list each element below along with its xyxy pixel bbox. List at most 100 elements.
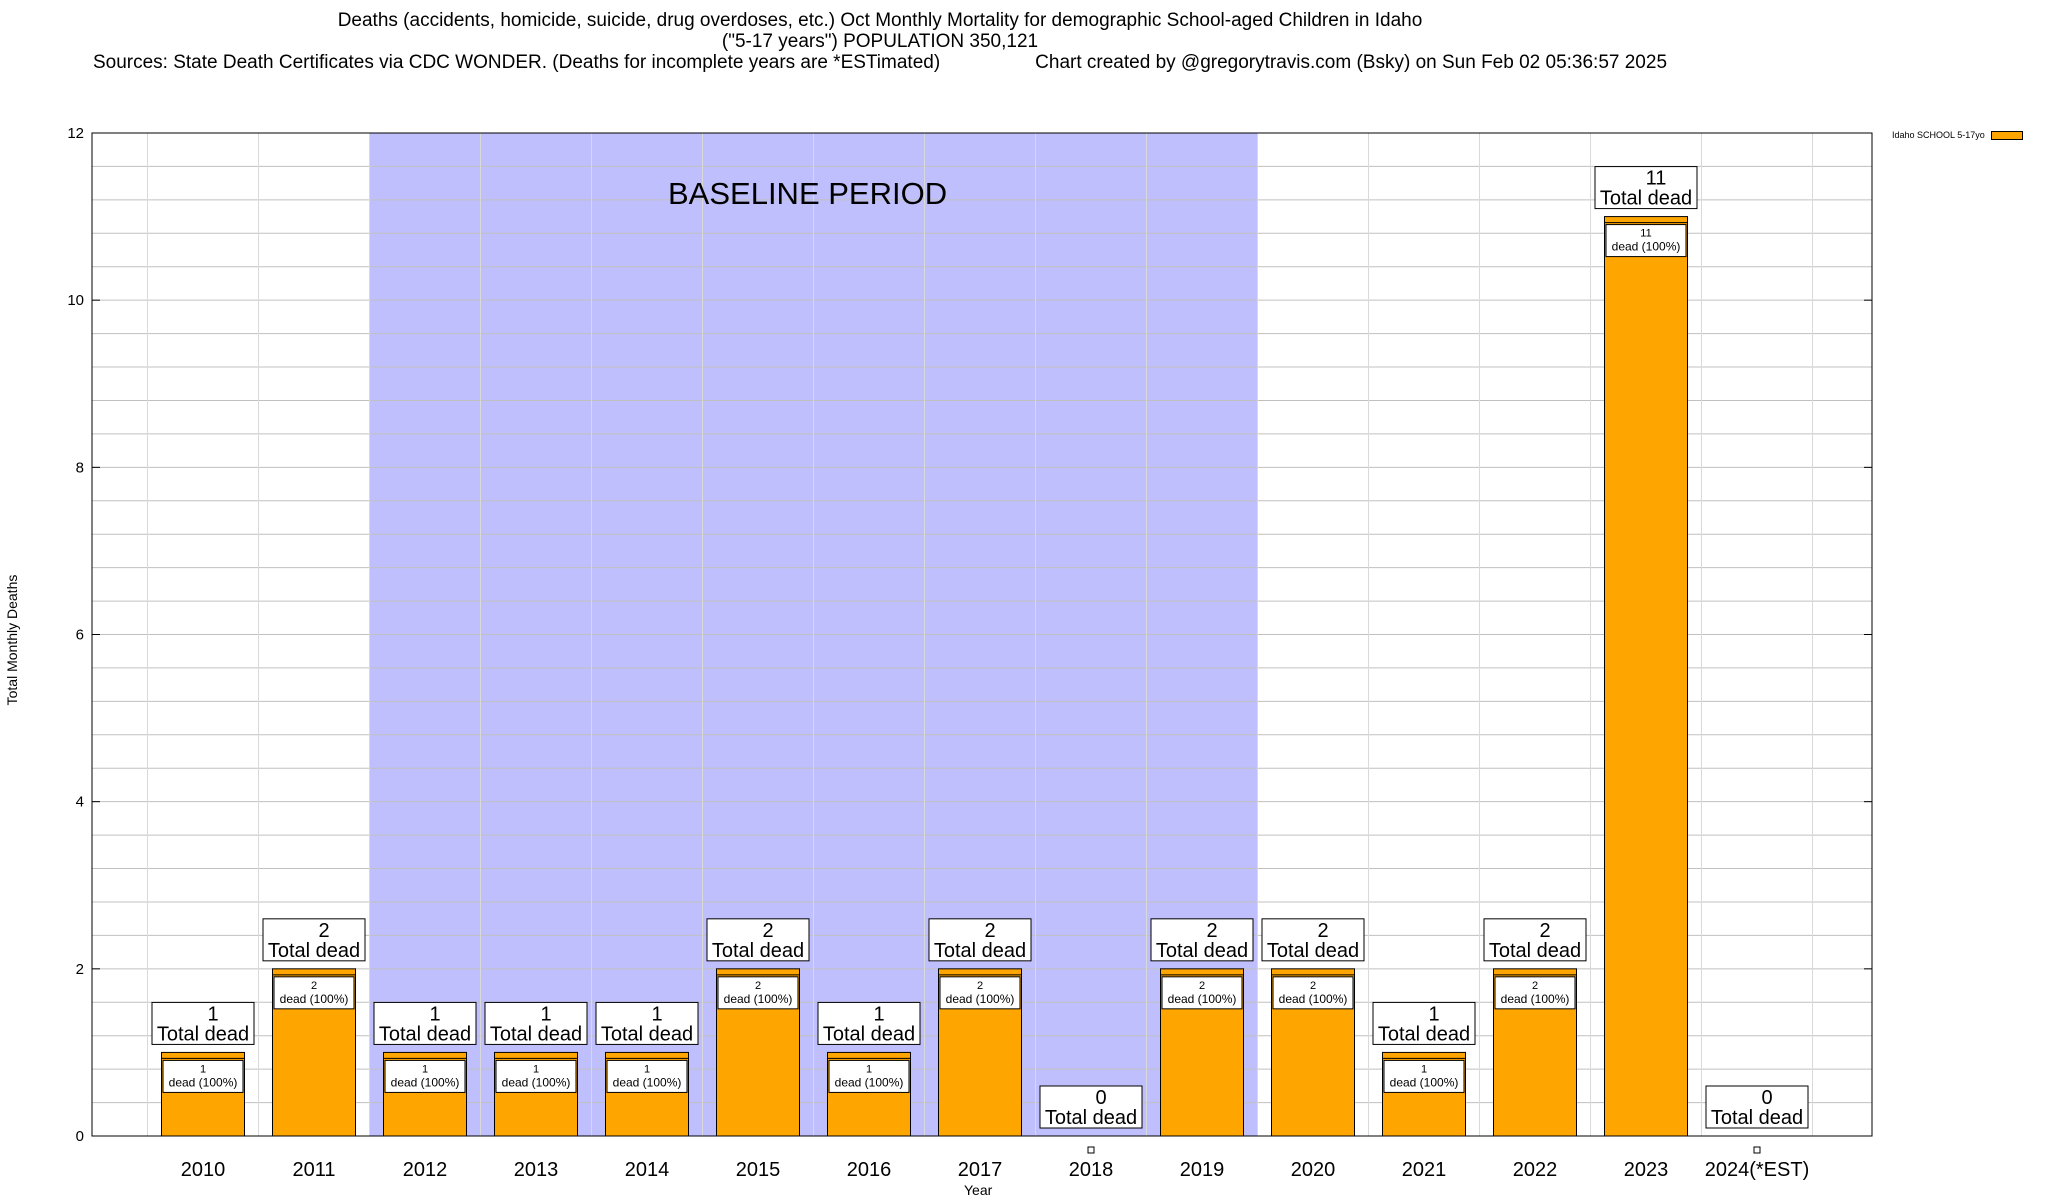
total-label-box bbox=[1483, 918, 1587, 962]
segment-label-box bbox=[1494, 976, 1576, 1010]
total-label-text: Total dead bbox=[601, 1023, 693, 1045]
segment-label-text: dead (100%) bbox=[280, 992, 349, 1006]
source-note: Sources: State Death Certificates via CD… bbox=[92, 52, 941, 73]
total-label-text: Total dead bbox=[1267, 940, 1359, 962]
total-label-value: 0 bbox=[1761, 1087, 1772, 1109]
x-tick-label: 2023 bbox=[1624, 1159, 1669, 1181]
zero-marker bbox=[1753, 1146, 1761, 1154]
x-tick-label: 2019 bbox=[1180, 1159, 1225, 1181]
total-label-box bbox=[1261, 918, 1365, 962]
y-axis-label: Total Monthly Deaths bbox=[4, 574, 20, 706]
total-label-value: 2 bbox=[1206, 920, 1217, 942]
y-tick-label: 8 bbox=[76, 459, 84, 476]
total-label-box bbox=[817, 1001, 921, 1045]
bar bbox=[1604, 216, 1688, 1137]
total-label-text: Total dead bbox=[712, 940, 804, 962]
y-tick-label: 4 bbox=[76, 794, 84, 811]
x-tick-label: 2011 bbox=[292, 1159, 335, 1181]
segment-label-text: dead (100%) bbox=[1501, 992, 1570, 1006]
segment-label-text: dead (100%) bbox=[502, 1075, 571, 1089]
segment-label-text: dead (100%) bbox=[946, 992, 1015, 1006]
total-label-box bbox=[1039, 1085, 1143, 1129]
total-label-value: 2 bbox=[318, 920, 329, 942]
segment-label-text: dead (100%) bbox=[1390, 1075, 1459, 1089]
total-label-box bbox=[928, 918, 1032, 962]
x-tick-label: 2014 bbox=[625, 1159, 670, 1181]
total-label-value: 2 bbox=[984, 920, 995, 942]
segment-label-text: dead (100%) bbox=[613, 1075, 682, 1089]
total-label-text: Total dead bbox=[823, 1023, 915, 1045]
total-label-value: 1 bbox=[873, 1003, 884, 1025]
baseline-period-label: BASELINE PERIOD bbox=[668, 176, 948, 211]
credit-note: Chart created by @gregorytravis.com (Bsk… bbox=[1035, 52, 1668, 73]
zero-marker bbox=[1087, 1146, 1095, 1154]
segment-label-value: 1 bbox=[1421, 1063, 1427, 1075]
segment-label-text: dead (100%) bbox=[724, 992, 793, 1006]
segment-label-box bbox=[162, 1059, 244, 1093]
total-label-box bbox=[1594, 166, 1698, 210]
y-tick-label: 10 bbox=[67, 292, 84, 309]
segment-label-box bbox=[939, 976, 1021, 1010]
segment-label-value: 1 bbox=[200, 1063, 206, 1075]
segment-label-value: 1 bbox=[422, 1063, 428, 1075]
segment-label-box bbox=[1161, 976, 1243, 1010]
chart-title: Deaths (accidents, homicide, suicide, dr… bbox=[337, 10, 1423, 31]
total-label-value: 1 bbox=[1428, 1003, 1439, 1025]
x-tick-label: 2015 bbox=[736, 1159, 781, 1181]
segment-label-value: 2 bbox=[1310, 980, 1316, 992]
total-label-value: 1 bbox=[429, 1003, 440, 1025]
total-label-value: 2 bbox=[1539, 920, 1550, 942]
total-label-box bbox=[373, 1001, 477, 1045]
total-label-value: 1 bbox=[651, 1003, 662, 1025]
x-tick-label: 2020 bbox=[1291, 1159, 1336, 1181]
legend: Idaho SCHOOL 5-17yo bbox=[1892, 130, 2023, 140]
x-tick-label: 2024(*EST) bbox=[1705, 1159, 1810, 1181]
segment-label-box bbox=[1272, 976, 1354, 1010]
total-label-value: 0 bbox=[1095, 1087, 1106, 1109]
segment-label-value: 2 bbox=[755, 980, 761, 992]
segment-label-value: 1 bbox=[644, 1063, 650, 1075]
total-label-text: Total dead bbox=[1711, 1107, 1803, 1129]
total-label-box bbox=[1705, 1085, 1809, 1129]
segment-label-value: 2 bbox=[311, 980, 317, 992]
x-tick-label: 2016 bbox=[847, 1159, 892, 1181]
total-label-value: 2 bbox=[762, 920, 773, 942]
total-label-text: Total dead bbox=[1489, 940, 1581, 962]
y-tick-label: 6 bbox=[76, 627, 84, 644]
y-tick-label: 12 bbox=[67, 125, 84, 142]
total-label-value: 11 bbox=[1646, 168, 1667, 190]
segment-label-box bbox=[1605, 224, 1687, 258]
segment-label-box bbox=[273, 976, 355, 1010]
total-label-box bbox=[1372, 1001, 1476, 1045]
segment-label-value: 2 bbox=[1199, 980, 1205, 992]
total-label-value: 1 bbox=[540, 1003, 551, 1025]
x-tick-label: 2010 bbox=[181, 1159, 226, 1181]
segment-label-box bbox=[1383, 1059, 1465, 1093]
total-label-box bbox=[262, 918, 366, 962]
total-label-text: Total dead bbox=[1378, 1023, 1470, 1045]
segment-label-box bbox=[717, 976, 799, 1010]
total-label-text: Total dead bbox=[1045, 1107, 1137, 1129]
legend-series-label: Idaho SCHOOL 5-17yo bbox=[1892, 130, 1985, 140]
chart-header: Deaths (accidents, homicide, suicide, dr… bbox=[0, 10, 1760, 73]
segment-label-value: 2 bbox=[1532, 980, 1538, 992]
segment-label-text: dead (100%) bbox=[1168, 992, 1237, 1006]
segment-label-box bbox=[384, 1059, 466, 1093]
total-label-box bbox=[1150, 918, 1254, 962]
segment-label-value: 1 bbox=[866, 1063, 872, 1075]
total-label-text: Total dead bbox=[1156, 940, 1248, 962]
x-axis-label: Year bbox=[964, 1182, 993, 1198]
legend-swatch bbox=[1990, 130, 2023, 140]
y-tick-label: 2 bbox=[76, 961, 84, 978]
segment-label-text: dead (100%) bbox=[1279, 992, 1348, 1006]
x-tick-label: 2021 bbox=[1402, 1159, 1447, 1181]
segment-label-box bbox=[606, 1059, 688, 1093]
total-label-text: Total dead bbox=[490, 1023, 582, 1045]
segment-label-value: 2 bbox=[977, 980, 983, 992]
total-label-value: 1 bbox=[207, 1003, 218, 1025]
x-tick-label: 2017 bbox=[958, 1159, 1003, 1181]
x-tick-label: 2018 bbox=[1069, 1159, 1114, 1181]
total-label-text: Total dead bbox=[934, 940, 1026, 962]
total-label-box bbox=[484, 1001, 588, 1045]
